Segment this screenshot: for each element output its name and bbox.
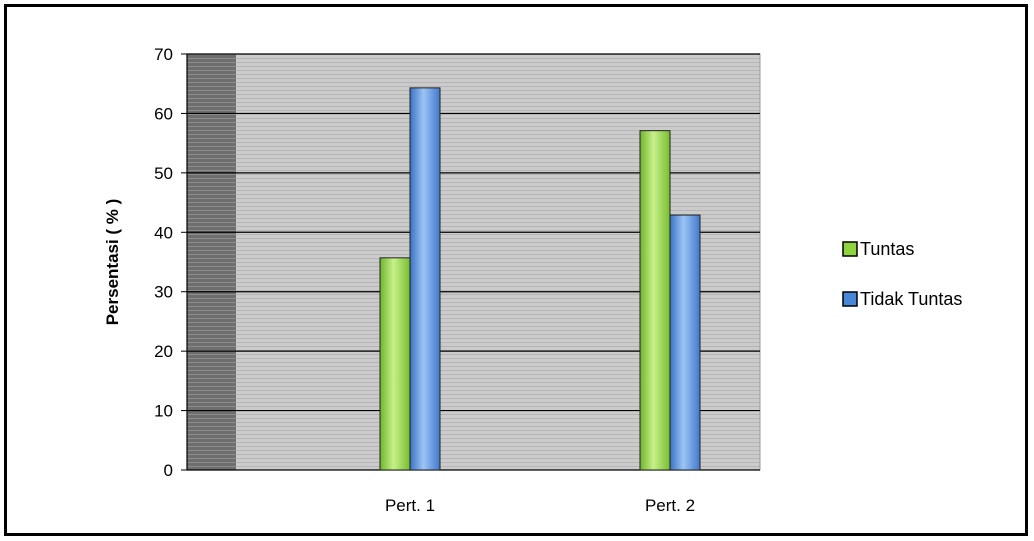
y-tick-label: 0 [164,461,173,480]
y-axis-label: Persentasi ( % ) [103,199,122,326]
y-tick-label: 70 [154,45,173,64]
bar-tuntas [379,257,411,471]
x-tick-label: Pert. 1 [385,496,435,515]
bar-chart: 0 10 20 30 40 50 60 70 Persentasi ( % ) Pert. 1 Pe… [103,45,962,515]
y-tick-label: 30 [154,283,173,302]
y-tick-label: 60 [154,104,173,123]
bar-tidak-tuntas [409,87,441,471]
bar-tuntas [639,130,671,471]
legend-label-tidak-tuntas: Tidak Tuntas [860,289,962,309]
plot-side-wall [187,54,236,470]
x-tick-label: Pert. 2 [645,496,695,515]
bar-tidak-tuntas [669,214,701,471]
y-tick-label: 10 [154,402,173,421]
chart-frame: 0 10 20 30 40 50 60 70 Persentasi ( % ) Pert. 1 Pe… [4,4,1028,536]
y-tick-label: 20 [154,342,173,361]
y-tick-label: 40 [154,223,173,242]
y-tick-label: 50 [154,164,173,183]
legend-label-tuntas: Tuntas [860,239,914,259]
legend: Tuntas Tidak Tuntas [842,239,962,309]
legend-swatch-tuntas [842,241,858,257]
plot-area: 0 10 20 30 40 50 60 70 Persentasi ( % ) Pert. 1 Pe… [103,45,761,515]
legend-swatch-tidak-tuntas [842,291,858,307]
